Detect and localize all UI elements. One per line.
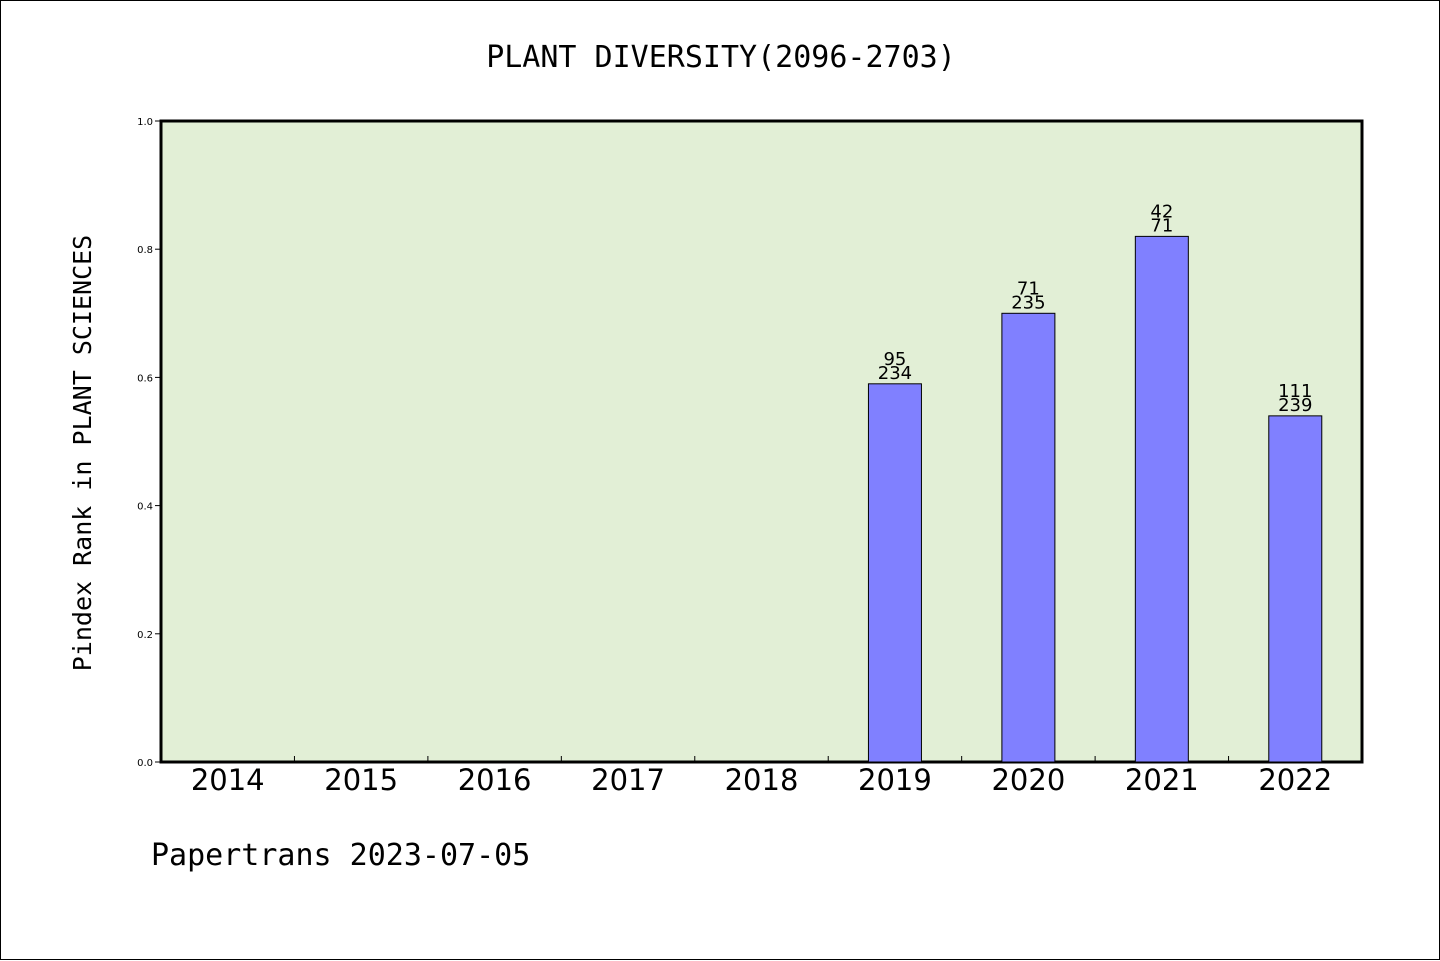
- x-tick-label: 2016: [458, 763, 532, 797]
- y-axis-label: Pindex Rank in PLANT SCIENCES: [68, 235, 97, 672]
- bar-2021: [1134, 235, 1189, 763]
- y-tick-label: 0.4: [137, 502, 153, 513]
- x-tick-label: 2018: [725, 763, 799, 797]
- bar-2022: [1268, 415, 1323, 763]
- x-tick-label: 2015: [324, 763, 398, 797]
- bar-2020: [1001, 312, 1056, 763]
- bar-label-top: 42: [1150, 201, 1173, 222]
- x-tick-label: 2019: [858, 763, 932, 797]
- x-tick-label: 2021: [1125, 763, 1199, 797]
- bar-label-top: 111: [1278, 381, 1312, 402]
- footer-text: Papertrans 2023-07-05: [151, 838, 530, 873]
- y-tick-label: 0.8: [137, 245, 153, 256]
- bar-2019: [867, 383, 922, 763]
- bar-label-bottom: 239: [1278, 395, 1312, 416]
- y-tick-label: 0.6: [137, 373, 153, 384]
- x-tick-label: 2014: [191, 763, 265, 797]
- y-tick-label: 0.0: [137, 758, 153, 769]
- chart-title: PLANT DIVERSITY(2096-2703): [486, 40, 956, 75]
- bar-label-top: 95: [883, 349, 906, 370]
- y-tick-label: 1.0: [137, 117, 153, 128]
- bar-label-bottom: 71: [1150, 215, 1173, 236]
- bar-label-top: 71: [1017, 278, 1040, 299]
- y-tick-label: 0.2: [137, 630, 153, 641]
- y-ticks: 0.0 0.2 0.4 0.6 0.8 1.0: [137, 117, 161, 769]
- bar-label-bottom: 235: [1011, 292, 1045, 313]
- x-ticks: 2014 2015 2016 2017 2018 2019 2020 2021 2022: [191, 756, 1332, 797]
- bars: [867, 235, 1323, 763]
- x-tick-label: 2017: [591, 763, 665, 797]
- bar-label-bottom: 234: [878, 363, 912, 384]
- x-tick-label: 2020: [991, 763, 1065, 797]
- x-tick-label: 2022: [1258, 763, 1332, 797]
